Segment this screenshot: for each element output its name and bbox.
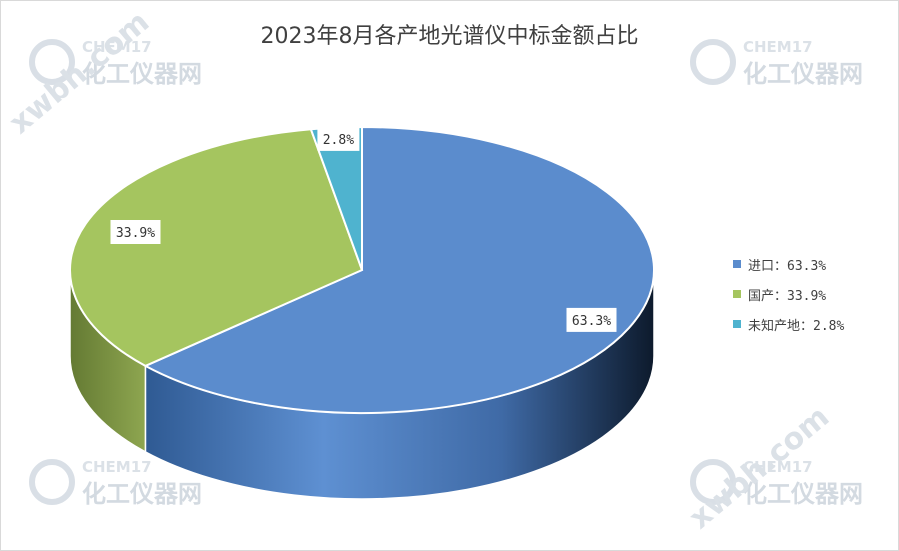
- legend-swatch: [733, 260, 741, 268]
- watermark-name: 化工仪器网: [82, 60, 202, 88]
- watermark-bottom-left: CHEM17 化工仪器网: [29, 458, 202, 508]
- watermark-bottom-right: CHEM17 化工仪器网: [690, 458, 863, 508]
- data-label-domestic: 33.9%: [110, 220, 161, 244]
- watermark-domain: xwbh.com: [683, 399, 836, 536]
- watermark-name: 化工仪器网: [743, 480, 863, 508]
- legend-label: 未知产地：2.8%: [748, 318, 844, 334]
- data-label-text: 63.3%: [572, 314, 611, 329]
- legend-item-domestic[interactable]: 国产：33.9%: [733, 289, 826, 304]
- watermark-brand: CHEM17: [743, 458, 813, 476]
- legend-swatch: [733, 290, 741, 298]
- pie-slice-domestic[interactable]: [69, 128, 364, 368]
- watermark-logo-icon: [29, 39, 75, 85]
- legend-label: 国产：33.9%: [748, 289, 826, 304]
- watermark-logo-icon: [29, 459, 75, 505]
- data-label-box: [566, 307, 617, 332]
- legend: 进口：63.3% 国产：33.9% 未知产地：2.8%: [733, 259, 844, 334]
- data-label-box: [317, 126, 360, 151]
- data-label-text: 33.9%: [116, 226, 155, 241]
- data-label-import: 63.3%: [566, 307, 617, 332]
- watermark-logo-icon: [690, 39, 736, 85]
- watermark-brand: CHEM17: [82, 38, 152, 56]
- chart-title: 2023年8月各产地光谱仪中标金额占比: [260, 24, 639, 49]
- watermark-top-right: CHEM17 化工仪器网: [690, 38, 863, 88]
- watermark-logo-icon: [690, 459, 736, 505]
- watermark-brand: CHEM17: [82, 458, 152, 476]
- legend-item-import[interactable]: 进口：63.3%: [733, 259, 826, 274]
- watermark-top-left: CHEM17 化工仪器网: [29, 38, 202, 88]
- data-label-unknown: 2.8%: [317, 126, 360, 151]
- legend-swatch: [733, 320, 741, 328]
- pie-slice-import[interactable]: [143, 125, 655, 414]
- watermark-name: 化工仪器网: [82, 480, 202, 508]
- data-label-text: 2.8%: [323, 133, 354, 148]
- watermark-name: 化工仪器网: [743, 60, 863, 88]
- legend-item-unknown[interactable]: 未知产地：2.8%: [733, 318, 844, 334]
- watermark-brand: CHEM17: [743, 38, 813, 56]
- legend-label: 进口：63.3%: [748, 259, 826, 274]
- data-label-box: [110, 220, 161, 244]
